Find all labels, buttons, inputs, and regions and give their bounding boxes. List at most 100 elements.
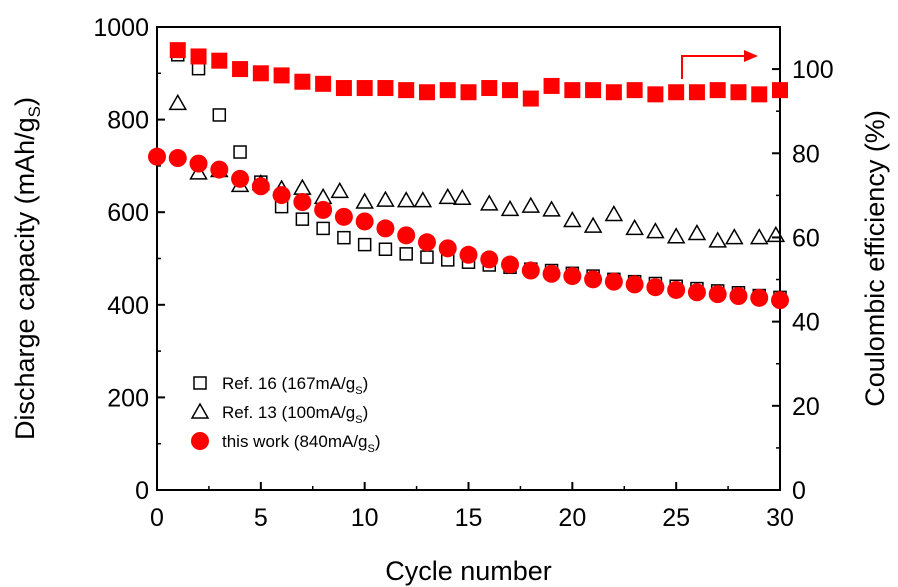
series-layer bbox=[148, 42, 789, 310]
data-point bbox=[376, 219, 395, 238]
data-point bbox=[729, 287, 748, 306]
data-point bbox=[687, 283, 706, 302]
data-point bbox=[585, 82, 602, 99]
data-point bbox=[725, 228, 744, 245]
annotation-layer bbox=[681, 50, 758, 79]
data-point bbox=[646, 278, 665, 297]
data-point bbox=[355, 192, 374, 209]
legend-marker bbox=[191, 432, 209, 450]
data-point bbox=[583, 216, 603, 233]
data-point bbox=[730, 84, 747, 101]
data-point bbox=[252, 65, 269, 82]
legend-marker bbox=[193, 376, 207, 390]
data-point bbox=[377, 80, 394, 97]
data-point bbox=[378, 242, 393, 256]
data-point bbox=[750, 288, 769, 307]
y-right-tick-label: 60 bbox=[792, 224, 820, 252]
legend-label: Ref. 13 (100mA/gS) bbox=[222, 403, 368, 426]
data-point bbox=[605, 84, 622, 101]
data-point bbox=[751, 86, 768, 103]
data-point bbox=[314, 200, 333, 219]
y-left-tick-label: 600 bbox=[107, 199, 149, 227]
series-3 bbox=[169, 42, 788, 107]
data-point bbox=[232, 61, 249, 78]
data-point bbox=[376, 190, 395, 207]
y-left-tick-label: 200 bbox=[107, 384, 149, 412]
data-point bbox=[337, 230, 351, 245]
data-point bbox=[749, 228, 769, 245]
data-point bbox=[666, 227, 686, 244]
data-point bbox=[438, 239, 457, 258]
data-point bbox=[604, 205, 624, 222]
x-axis-title: Cycle number bbox=[385, 556, 552, 586]
y-right-tick-label: 100 bbox=[792, 56, 834, 84]
data-point bbox=[335, 80, 352, 97]
data-point bbox=[772, 82, 788, 99]
y-right-tick-label: 0 bbox=[792, 477, 806, 505]
data-point bbox=[604, 272, 623, 291]
data-point bbox=[584, 270, 603, 289]
data-point bbox=[399, 247, 413, 261]
data-point bbox=[398, 82, 415, 99]
y-left-axis-title: Discharge capacity (mAh/gS) bbox=[10, 97, 44, 440]
data-point bbox=[417, 233, 436, 252]
x-tick-label: 0 bbox=[150, 504, 164, 532]
y-left-tick-label: 0 bbox=[135, 477, 149, 505]
data-point bbox=[293, 193, 312, 212]
data-point bbox=[251, 177, 270, 196]
data-point bbox=[542, 200, 561, 217]
data-point bbox=[211, 52, 228, 69]
data-point bbox=[148, 147, 166, 166]
data-point bbox=[687, 223, 707, 241]
data-point bbox=[273, 67, 290, 84]
data-point bbox=[168, 149, 187, 168]
x-tick-label: 5 bbox=[254, 504, 268, 532]
data-point bbox=[708, 285, 727, 304]
data-point bbox=[438, 187, 458, 205]
data-point bbox=[334, 207, 353, 226]
data-point bbox=[413, 191, 433, 208]
y-left-tick-label: 800 bbox=[107, 107, 149, 135]
data-point bbox=[563, 211, 582, 228]
data-point bbox=[667, 280, 686, 299]
data-point bbox=[646, 222, 665, 239]
data-point bbox=[294, 73, 311, 90]
data-point bbox=[212, 108, 227, 122]
x-tick-label: 10 bbox=[351, 504, 379, 532]
data-point bbox=[330, 181, 350, 199]
y-left-tick-label: 1000 bbox=[93, 14, 149, 42]
data-point bbox=[168, 93, 188, 111]
data-point bbox=[190, 48, 207, 65]
x-tick-label: 30 bbox=[766, 504, 794, 532]
data-point bbox=[521, 196, 541, 213]
arrow-line bbox=[681, 55, 748, 79]
data-point bbox=[272, 186, 291, 205]
data-point bbox=[771, 291, 789, 310]
legend-marker bbox=[190, 402, 210, 419]
data-point bbox=[396, 191, 416, 208]
data-point bbox=[357, 237, 372, 252]
data-point bbox=[766, 225, 786, 243]
data-point bbox=[459, 245, 478, 264]
data-point bbox=[189, 163, 208, 180]
data-point bbox=[356, 80, 373, 97]
data-point bbox=[563, 267, 582, 286]
axes: 0 5 10 15 20 25 300200400600800100002040608010… bbox=[10, 14, 890, 586]
data-point bbox=[625, 218, 644, 236]
legend-label: Ref. 16 (167mA/gS) bbox=[222, 374, 368, 397]
data-point bbox=[233, 145, 247, 159]
y-right-tick-label: 20 bbox=[792, 393, 820, 421]
data-point bbox=[293, 178, 312, 195]
data-point bbox=[420, 250, 434, 264]
data-point bbox=[169, 42, 186, 59]
data-point bbox=[501, 255, 520, 274]
data-point bbox=[647, 86, 664, 103]
y-right-tick-label: 80 bbox=[792, 140, 820, 168]
data-point bbox=[452, 188, 472, 206]
data-point bbox=[668, 84, 685, 101]
data-point bbox=[625, 275, 644, 294]
data-point bbox=[522, 90, 539, 107]
data-point bbox=[708, 231, 727, 248]
data-point bbox=[315, 75, 332, 92]
